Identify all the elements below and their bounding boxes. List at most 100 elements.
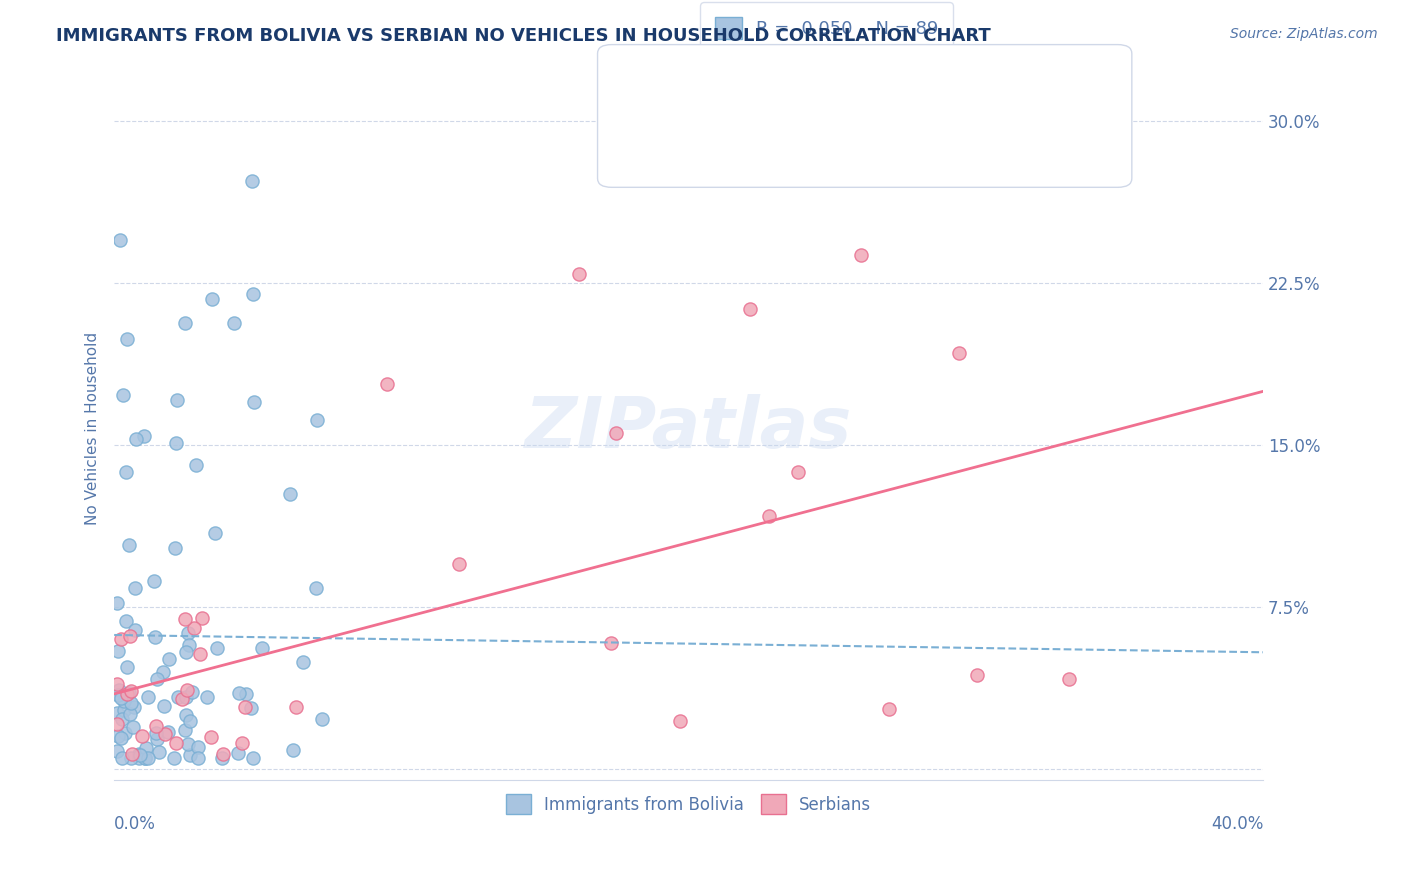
- Point: [110, 690, 132, 705]
- Point: [243, 395, 266, 409]
- Point: [165, 736, 187, 750]
- Point: [145, 673, 167, 687]
- Point: [111, 388, 134, 402]
- Point: [112, 694, 135, 708]
- Point: [201, 292, 224, 306]
- Point: [148, 745, 170, 759]
- Point: [212, 747, 235, 762]
- Text: IMMIGRANTS FROM BOLIVIA VS SERBIAN NO VEHICLES IN HOUSEHOLD CORRELATION CHART: IMMIGRANTS FROM BOLIVIA VS SERBIAN NO VE…: [56, 27, 991, 45]
- Point: [849, 247, 872, 261]
- Point: [110, 632, 132, 646]
- Point: [105, 677, 128, 691]
- Y-axis label: No Vehicles in Household: No Vehicles in Household: [86, 332, 100, 525]
- Point: [177, 626, 200, 640]
- Point: [228, 686, 250, 700]
- Point: [115, 332, 138, 346]
- Point: [599, 635, 621, 649]
- Point: [191, 611, 214, 625]
- Point: [187, 751, 209, 765]
- Point: [179, 748, 201, 763]
- Point: [115, 466, 138, 480]
- Point: [170, 691, 193, 706]
- Point: [174, 645, 197, 659]
- Point: [153, 698, 176, 713]
- Point: [157, 652, 180, 666]
- Point: [105, 716, 128, 731]
- Point: [145, 718, 167, 732]
- Point: [231, 735, 253, 749]
- Point: [163, 541, 186, 556]
- Point: [207, 641, 229, 656]
- Point: [311, 712, 333, 726]
- Text: 40.0%: 40.0%: [1211, 815, 1263, 833]
- Point: [105, 706, 128, 721]
- Point: [152, 665, 174, 680]
- Point: [115, 614, 138, 628]
- Point: [948, 345, 970, 359]
- Point: [240, 174, 263, 188]
- Point: [111, 751, 134, 765]
- Point: [375, 376, 398, 391]
- Point: [134, 751, 156, 765]
- Point: [121, 747, 143, 761]
- Point: [177, 638, 200, 652]
- Point: [118, 538, 141, 552]
- Point: [118, 686, 141, 700]
- Point: [568, 268, 591, 282]
- Point: [966, 667, 988, 681]
- Point: [177, 737, 200, 751]
- Point: [292, 656, 315, 670]
- Point: [108, 683, 131, 698]
- Point: [176, 683, 198, 698]
- Point: [120, 696, 142, 710]
- Point: [131, 729, 153, 743]
- Point: [184, 458, 207, 472]
- Legend: Immigrants from Bolivia, Serbians: Immigrants from Bolivia, Serbians: [492, 780, 884, 828]
- Point: [187, 739, 209, 754]
- Point: [124, 581, 146, 595]
- Point: [176, 708, 198, 723]
- Point: [112, 703, 135, 717]
- Point: [118, 707, 141, 722]
- Point: [447, 557, 470, 571]
- Text: 0.0%: 0.0%: [114, 815, 156, 833]
- Text: ZIPatlas: ZIPatlas: [524, 394, 852, 463]
- Point: [153, 727, 176, 741]
- Point: [222, 316, 245, 330]
- Point: [142, 574, 165, 589]
- Point: [128, 747, 150, 761]
- Point: [233, 700, 256, 714]
- Point: [179, 714, 201, 728]
- Point: [138, 751, 160, 765]
- Point: [1057, 672, 1080, 686]
- Point: [163, 751, 186, 765]
- Point: [105, 744, 128, 758]
- Point: [143, 630, 166, 644]
- Point: [157, 724, 180, 739]
- Point: [124, 433, 146, 447]
- Point: [278, 487, 301, 501]
- Point: [124, 700, 146, 714]
- Point: [120, 684, 142, 698]
- Point: [132, 429, 155, 443]
- Point: [136, 690, 159, 705]
- Point: [173, 723, 195, 737]
- Point: [200, 730, 222, 744]
- Point: [165, 435, 187, 450]
- Point: [124, 623, 146, 637]
- Point: [166, 393, 188, 408]
- Point: [669, 714, 692, 728]
- Point: [285, 699, 308, 714]
- Point: [146, 732, 169, 747]
- Point: [183, 621, 205, 635]
- Point: [121, 721, 143, 735]
- Text: Source: ZipAtlas.com: Source: ZipAtlas.com: [1230, 27, 1378, 41]
- Point: [110, 731, 132, 746]
- Point: [107, 644, 129, 658]
- Point: [173, 612, 195, 626]
- Point: [211, 751, 233, 765]
- Point: [174, 316, 197, 330]
- Point: [281, 743, 304, 757]
- Point: [242, 751, 264, 765]
- Point: [877, 702, 900, 716]
